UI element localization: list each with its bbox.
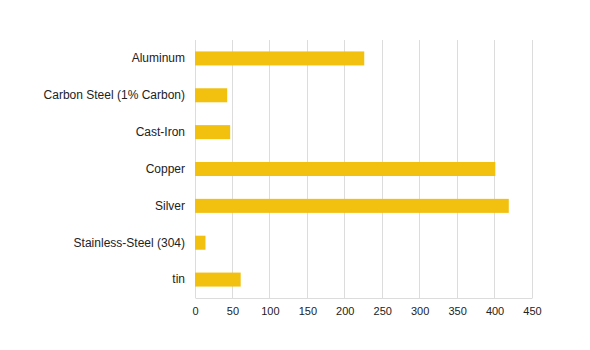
x-tick-label: 300 — [411, 305, 429, 317]
y-tick: tin — [172, 272, 195, 286]
x-tick-label: 200 — [336, 305, 354, 317]
y-tick-label: Silver — [155, 199, 185, 213]
x-tick-label: 0 — [192, 305, 198, 317]
x-tick-label: 450 — [523, 305, 541, 317]
y-axis: Aluminum Carbon Steel (1% Carbon) Cast-Iro… — [44, 41, 196, 299]
grid-line — [532, 40, 533, 298]
bar — [195, 125, 230, 139]
x-tick: 0 — [192, 298, 198, 317]
y-tick: Copper — [146, 162, 195, 176]
bar — [195, 236, 205, 250]
x-tick-label: 350 — [448, 305, 466, 317]
x-tick-label: 50 — [227, 305, 239, 317]
grid — [195, 40, 532, 298]
x-tick-label: 150 — [299, 305, 317, 317]
x-tick-label: 100 — [261, 305, 279, 317]
bar — [195, 199, 509, 213]
x-axis-line — [196, 298, 533, 299]
bar — [195, 162, 495, 176]
x-tick: 300 — [411, 298, 429, 317]
x-axis: 0 50 100 150 200 250 300 350 400 450 — [192, 298, 541, 317]
x-tick: 250 — [374, 298, 392, 317]
x-tick: 50 — [227, 298, 239, 317]
y-tick-label: Aluminum — [132, 51, 185, 65]
y-tick: Cast-Iron — [136, 125, 195, 139]
bar — [195, 88, 227, 102]
plot: 0 50 100 150 200 250 300 350 400 450 Aluminum Carbo… — [44, 40, 542, 317]
x-tick: 200 — [336, 298, 354, 317]
x-tick: 150 — [299, 298, 317, 317]
x-tick: 100 — [261, 298, 279, 317]
chart-container: 0 50 100 150 200 250 300 350 400 450 Aluminum Carbo… — [0, 0, 590, 350]
x-tick: 400 — [486, 298, 504, 317]
bar — [195, 51, 364, 65]
bar — [195, 273, 241, 287]
y-tick: Stainless-Steel (304) — [74, 236, 195, 250]
x-tick: 450 — [523, 298, 541, 317]
chart-svg: 0 50 100 150 200 250 300 350 400 450 Aluminum Carbo… — [0, 0, 590, 350]
x-tick-label: 250 — [374, 305, 392, 317]
bars — [195, 51, 509, 286]
y-tick-label: Cast-Iron — [136, 125, 185, 139]
x-tick-label: 400 — [486, 305, 504, 317]
y-tick-label: Stainless-Steel (304) — [74, 236, 185, 250]
y-tick: Silver — [155, 199, 195, 213]
y-tick-label: tin — [172, 272, 185, 286]
y-tick-label: Copper — [146, 162, 185, 176]
y-tick-label: Carbon Steel (1% Carbon) — [44, 88, 185, 102]
y-axis-line — [195, 41, 196, 299]
x-tick: 350 — [448, 298, 466, 317]
y-tick: Carbon Steel (1% Carbon) — [44, 88, 195, 102]
y-tick: Aluminum — [132, 51, 195, 65]
